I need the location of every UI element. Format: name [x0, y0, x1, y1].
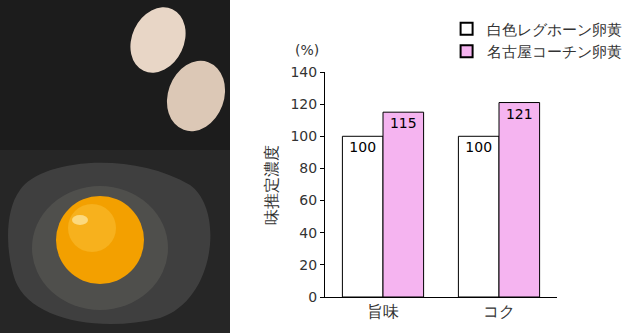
svg-text:味推定濃度: 味推定濃度	[262, 145, 281, 225]
svg-text:140: 140	[290, 64, 317, 80]
svg-text:121: 121	[506, 106, 533, 122]
svg-text:115: 115	[390, 115, 417, 131]
svg-text:(%): (%)	[295, 42, 319, 58]
svg-text:100: 100	[349, 139, 376, 155]
svg-text:60: 60	[299, 192, 317, 208]
svg-text:40: 40	[299, 225, 317, 241]
svg-text:120: 120	[290, 96, 317, 112]
svg-text:名古屋コーチン卵黄: 名古屋コーチン卵黄	[487, 43, 622, 61]
svg-text:20: 20	[299, 257, 317, 273]
svg-text:0: 0	[308, 289, 317, 305]
svg-text:コク: コク	[483, 302, 515, 321]
svg-text:80: 80	[299, 160, 317, 176]
svg-text:旨味: 旨味	[367, 302, 399, 321]
svg-text:100: 100	[290, 128, 317, 144]
svg-text:白色レグホーン卵黄: 白色レグホーン卵黄	[487, 21, 622, 39]
svg-text:100: 100	[465, 139, 492, 155]
